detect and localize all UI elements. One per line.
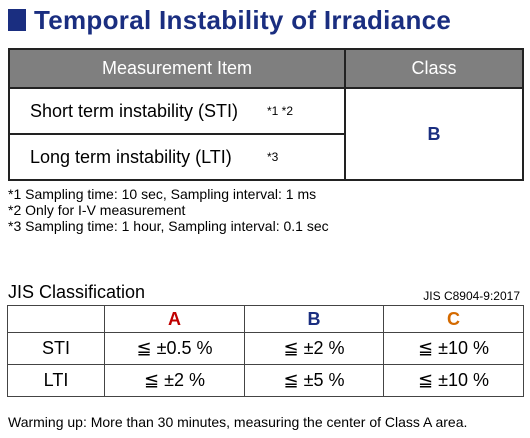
- item-sti-notes: *1 *2: [267, 104, 294, 118]
- measurement-table: Measurement Item Class Short term instab…: [8, 48, 524, 181]
- jis-lti-class-b: ≦ ±5 %: [244, 364, 384, 397]
- measurement-table-header: Measurement Item Class: [8, 48, 524, 89]
- jis-row-label-sti: STI: [7, 332, 105, 365]
- header-measurement-item: Measurement Item: [8, 48, 346, 89]
- jis-lti-class-c: ≦ ±10 %: [383, 364, 524, 397]
- jis-sti-class-a: ≦ ±0.5 %: [104, 332, 245, 365]
- jis-table: A B C STI ≦ ±0.5 % ≦ ±2 % ≦ ±10 % LTI ≦ …: [7, 305, 524, 397]
- footnote-2: *2 Only for I-V measurement: [8, 202, 186, 218]
- footnotes: *1 Sampling time: 10 sec, Sampling inter…: [8, 186, 329, 234]
- item-lti-notes: *3: [267, 150, 279, 164]
- jis-header-class-b: B: [244, 305, 384, 333]
- page-title: Temporal Instability of Irradiance: [34, 4, 452, 35]
- item-sti-cell: Short term instability (STI) *1 *2: [8, 87, 346, 135]
- jis-lti-class-a: ≦ ±2 %: [104, 364, 245, 397]
- jis-section-title: JIS Classification: [8, 282, 146, 302]
- header-class: Class: [344, 48, 524, 89]
- jis-standard-label: JIS C8904-9:2017: [423, 289, 520, 303]
- jis-sti-class-c: ≦ ±10 %: [383, 332, 524, 365]
- jis-header-empty: [7, 305, 105, 333]
- class-value: B: [344, 87, 524, 181]
- footer-note: Warming up: More than 30 minutes, measur…: [8, 414, 468, 430]
- title-square-icon: [8, 9, 26, 31]
- item-sti-label: Short term instability (STI): [30, 100, 239, 121]
- table-row: STI ≦ ±0.5 % ≦ ±2 % ≦ ±10 %: [7, 332, 524, 365]
- table-row: Long term instability (LTI) *3: [8, 133, 523, 181]
- jis-header-class-a: A: [104, 305, 245, 333]
- footnote-3: *3 Sampling time: 1 hour, Sampling inter…: [8, 218, 329, 234]
- page-title-row: Temporal Instability of Irradiance: [8, 5, 451, 35]
- table-row: LTI ≦ ±2 % ≦ ±5 % ≦ ±10 %: [7, 364, 524, 397]
- table-row: Short term instability (STI) *1 *2 B: [8, 87, 524, 181]
- jis-table-header: A B C: [7, 305, 524, 333]
- jis-header-class-c: C: [383, 305, 524, 333]
- jis-sti-class-b: ≦ ±2 %: [244, 332, 384, 365]
- item-lti-cell: Long term instability (LTI) *3: [8, 133, 346, 181]
- footnote-1: *1 Sampling time: 10 sec, Sampling inter…: [8, 186, 317, 202]
- jis-row-label-lti: LTI: [7, 364, 105, 397]
- item-lti-label: Long term instability (LTI): [30, 146, 232, 167]
